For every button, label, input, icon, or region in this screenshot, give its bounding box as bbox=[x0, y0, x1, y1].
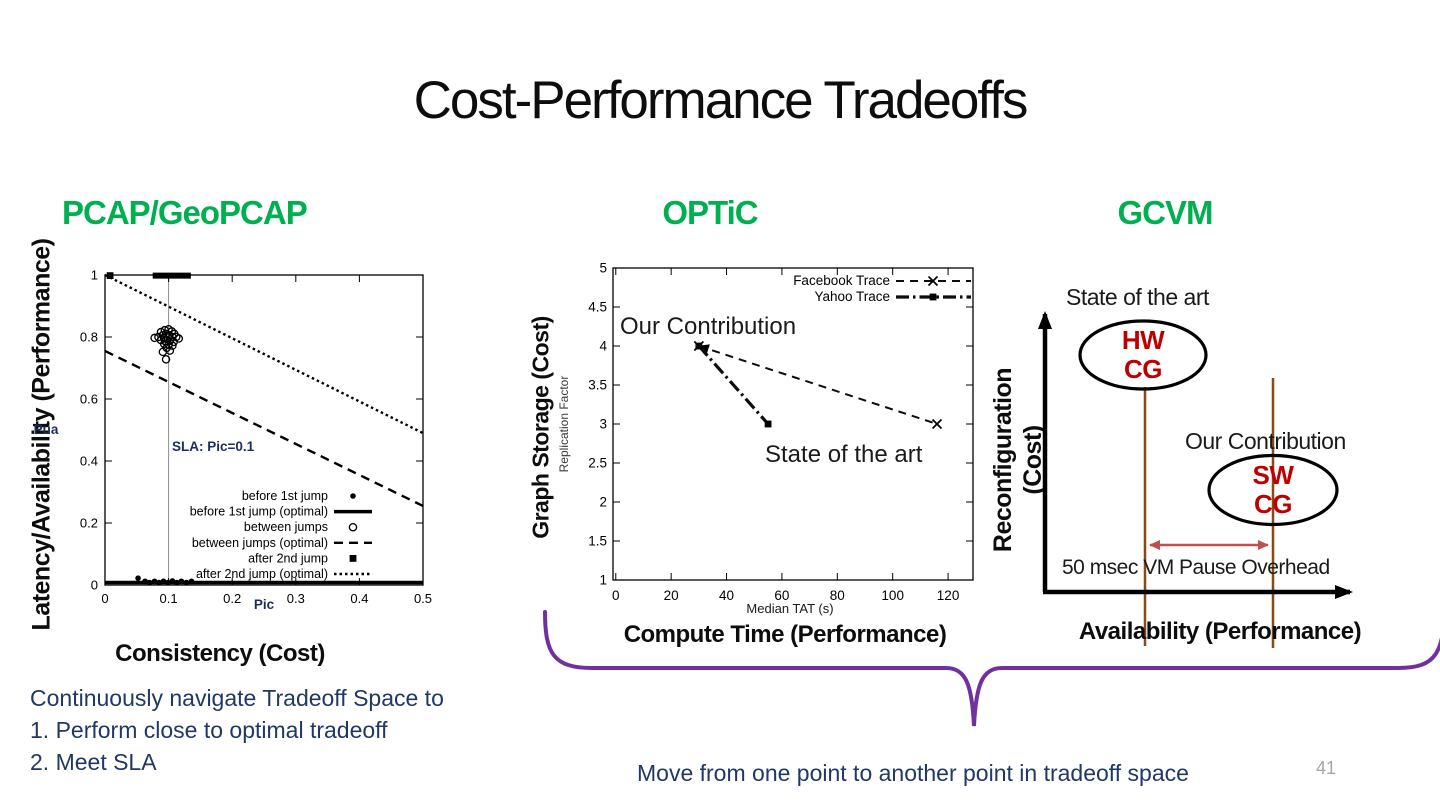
x-tick-label: 0 bbox=[101, 591, 108, 606]
x-tick-label: 0.4 bbox=[350, 591, 368, 606]
y-tick-label: 0.4 bbox=[80, 454, 98, 469]
note-line-3: 2. Meet SLA bbox=[30, 749, 157, 775]
y-tick-label: 5 bbox=[599, 261, 607, 276]
legend-label: Yahoo Trace bbox=[814, 289, 890, 304]
y-tick-label: 1 bbox=[91, 268, 98, 283]
median-tat-label: Median TAT (s) bbox=[746, 601, 833, 616]
legend-label: between jumps bbox=[244, 520, 328, 534]
pic-label: Pic bbox=[254, 597, 275, 612]
legend-label: before 1st jump (optimal) bbox=[190, 505, 328, 519]
pua-label: Pua bbox=[34, 422, 59, 437]
hw-cg-label: HW CG bbox=[1121, 325, 1165, 384]
y-tick-label: 1 bbox=[599, 573, 607, 588]
x-tick-label: 0 bbox=[612, 588, 620, 603]
y-tick-label: 0.2 bbox=[80, 516, 98, 531]
series-line bbox=[697, 344, 770, 426]
note-line-1: Continuously navigate Tradeoff Space to bbox=[30, 685, 444, 711]
gcvm-diagram bbox=[1038, 311, 1353, 648]
x-tick-label: 20 bbox=[664, 588, 679, 603]
x-tick-label: 60 bbox=[774, 588, 789, 603]
legend-label: between jumps (optimal) bbox=[192, 536, 328, 550]
x-tick-label: 0.3 bbox=[287, 591, 305, 606]
legend-label: after 2nd jump bbox=[248, 551, 328, 565]
y-tick-label: 2 bbox=[599, 495, 607, 510]
y-tick-label: 0.6 bbox=[80, 392, 98, 407]
pcap-chart: 0 0.1 0.2 0.3 0.4 0.5 0 0.2 0.4 0.6 0.8 1 Pua Pic SLA:… bbox=[34, 268, 432, 613]
hw-cg-ellipse bbox=[1078, 319, 1208, 391]
tradeoff-brace bbox=[543, 610, 1440, 727]
heading-pcap: PCAP/GeoPCAP bbox=[62, 194, 308, 231]
sw-cg-ellipse bbox=[1207, 453, 1339, 527]
y-tick-label: 2.5 bbox=[588, 456, 607, 471]
page-title: Cost-Performance Tradeoffs bbox=[413, 71, 1029, 130]
tradeoff-notes: Continuously navigate Tradeoff Space to … bbox=[30, 682, 444, 778]
pcap-x-axis-label: Consistency (Cost) bbox=[115, 640, 325, 667]
y-tick-label: 4 bbox=[599, 339, 607, 354]
x-tick-label: 0.1 bbox=[160, 591, 178, 606]
y-tick-label: 3.5 bbox=[588, 378, 607, 393]
replication-factor-label: Replication Factor bbox=[557, 376, 571, 473]
series-line bbox=[104, 273, 424, 435]
y-tick-label: 4.5 bbox=[588, 300, 607, 315]
x-tick-label: 120 bbox=[937, 588, 960, 603]
legend-label: Facebook Trace bbox=[793, 273, 890, 288]
page-number: 41 bbox=[1316, 758, 1337, 778]
y-tick-label: 1.5 bbox=[588, 534, 607, 549]
x-tick-label: 40 bbox=[719, 588, 734, 603]
y-tick-label: 0 bbox=[91, 578, 98, 593]
y-tick-label: 0.8 bbox=[80, 330, 98, 345]
brace-caption: Move from one point to another point in … bbox=[637, 760, 1189, 786]
x-tick-label: 0.2 bbox=[223, 591, 241, 606]
sw-cg-label: SW CG bbox=[1252, 460, 1294, 519]
gcvm-x-axis-label: Availability (Performance) bbox=[1078, 618, 1362, 645]
x-tick-label: 100 bbox=[881, 588, 904, 603]
heading-optic: OPTiC bbox=[662, 194, 758, 231]
state-of-the-art-annotation: State of the art bbox=[765, 441, 923, 468]
series-line bbox=[104, 349, 424, 508]
pause-overhead-label: 50 msec VM Pause Overhead bbox=[1062, 556, 1330, 579]
legend-label: after 2nd jump (optimal) bbox=[196, 567, 328, 581]
x-tick-label: 0.5 bbox=[414, 591, 432, 606]
gcvm-our-contribution-label: Our Contribution bbox=[1185, 428, 1346, 454]
optic-x-axis-label: Compute Time (Performance) bbox=[623, 621, 947, 648]
sla-annotation: SLA: Pic=0.1 bbox=[172, 439, 255, 454]
legend-label: before 1st jump bbox=[242, 489, 328, 503]
our-contribution-annotation: Our Contribution bbox=[620, 313, 796, 340]
x-tick-label: 80 bbox=[830, 588, 845, 603]
heading-gcvm: GCVM bbox=[1117, 194, 1214, 231]
y-tick-label: 3 bbox=[599, 417, 607, 432]
gcvm-state-of-the-art-label: State of the art bbox=[1066, 284, 1209, 310]
optic-chart: 0 20 40 60 80 100 120 1 1.5 2 2.5 3 3.5 4 4.5 5 Facebook… bbox=[557, 261, 974, 616]
note-line-2: 1. Perform close to optimal tradeoff bbox=[30, 717, 388, 743]
